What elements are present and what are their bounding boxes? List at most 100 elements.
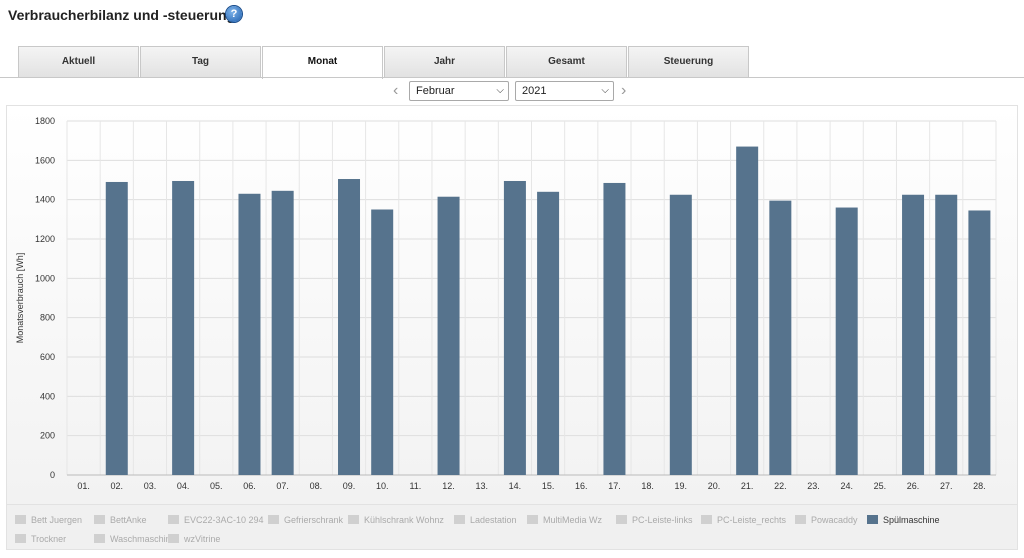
legend-item[interactable]: Gefrierschrank — [268, 514, 343, 526]
next-month-arrow-icon[interactable]: › — [621, 82, 627, 99]
legend-swatch — [15, 534, 26, 543]
chevron-down-icon: ⌵ — [496, 85, 504, 96]
x-tick-label: 28. — [973, 481, 986, 491]
x-tick-label: 06. — [243, 481, 256, 491]
tab-gesamt[interactable]: Gesamt — [506, 46, 627, 77]
legend-item[interactable]: Bett Juergen — [15, 514, 82, 526]
legend-swatch — [795, 515, 806, 524]
legend-swatch — [867, 515, 878, 524]
previous-month-arrow-icon[interactable]: ‹ — [393, 82, 399, 99]
legend-item[interactable]: BettAnke — [94, 514, 147, 526]
x-tick-label: 08. — [310, 481, 323, 491]
y-tick-label: 1400 — [35, 195, 55, 205]
month-select-value: Februar — [416, 85, 455, 97]
x-tick-label: 11. — [409, 481, 421, 491]
x-tick-label: 25. — [874, 481, 887, 491]
legend-item[interactable]: wzVitrine — [168, 533, 220, 545]
monthly-consumption-chart: 0 200 400 600 800 1000 1200 1400 1600 1800 01. 02. 0… — [15, 116, 997, 491]
bar-day-22 — [769, 200, 792, 475]
legend-swatch — [527, 515, 538, 524]
legend-item[interactable]: PC-Leiste_rechts — [701, 514, 786, 526]
legend-swatch — [94, 515, 105, 524]
x-tick-label: 12. — [442, 481, 455, 491]
legend-item[interactable]: Ladestation — [454, 514, 517, 526]
legend-swatch — [701, 515, 712, 524]
x-tick-label: 22. — [774, 481, 787, 491]
bar-day-06 — [238, 193, 261, 475]
chart-legend: Bett Juergen BettAnke EVC22-3AC-10 294 Gefr… — [6, 505, 1018, 550]
help-icon[interactable]: ? — [226, 6, 242, 22]
legend-swatch — [15, 515, 26, 524]
legend-swatch — [348, 515, 359, 524]
legend-item[interactable]: Powacaddy — [795, 514, 858, 526]
x-tick-label: 15. — [542, 481, 555, 491]
tab-steuerung[interactable]: Steuerung — [628, 46, 749, 77]
legend-label: Powacaddy — [811, 515, 858, 525]
x-tick-label: 14. — [509, 481, 522, 491]
bar-day-02 — [105, 181, 128, 475]
tab-jahr[interactable]: Jahr — [384, 46, 505, 77]
legend-label: Trockner — [31, 534, 67, 544]
bar-day-21 — [736, 146, 759, 476]
x-tick-label: 07. — [276, 481, 289, 491]
month-select[interactable]: Februar ⌵ — [409, 81, 509, 101]
legend-label: wzVitrine — [184, 534, 221, 544]
legend-swatch — [616, 515, 627, 524]
bar-day-28 — [968, 210, 991, 475]
legend-label: EVC22-3AC-10 294 — [184, 515, 264, 525]
chevron-down-icon: ⌵ — [601, 85, 609, 96]
legend-label: Kühlschrank Wohnz — [364, 515, 444, 525]
bar-day-12 — [437, 196, 460, 475]
x-tick-label: 04. — [177, 481, 190, 491]
legend-swatch — [454, 515, 465, 524]
y-tick-label: 1800 — [35, 116, 55, 126]
legend-item[interactable]: Waschmaschine — [94, 533, 176, 545]
x-tick-label: 24. — [840, 481, 853, 491]
legend-item[interactable]: Kühlschrank Wohnz — [348, 514, 444, 526]
year-select[interactable]: 2021 ⌵ — [515, 81, 614, 101]
legend-label: PC-Leiste-links — [632, 515, 693, 525]
bar-day-14 — [503, 180, 526, 475]
bar-day-04 — [172, 180, 195, 475]
x-tick-label: 26. — [907, 481, 920, 491]
x-tick-label: 16. — [575, 481, 588, 491]
y-tick-label: 400 — [40, 391, 55, 401]
tab-aktuell[interactable]: Aktuell — [18, 46, 139, 77]
x-tick-label: 13. — [475, 481, 488, 491]
bar-day-09 — [338, 179, 361, 475]
tab-monat[interactable]: Monat — [262, 46, 383, 79]
legend-swatch — [268, 515, 279, 524]
y-tick-label: 1600 — [35, 155, 55, 165]
legend-item[interactable]: PC-Leiste-links — [616, 514, 693, 526]
x-tick-label: 05. — [210, 481, 223, 491]
x-tick-label: 02. — [111, 481, 124, 491]
x-tick-label: 03. — [144, 481, 157, 491]
legend-swatch — [168, 534, 179, 543]
tab-tag[interactable]: Tag — [140, 46, 261, 77]
y-tick-label: 200 — [40, 431, 55, 441]
legend-label: MultiMedia Wz — [543, 515, 603, 525]
legend-label: Gefrierschrank — [284, 515, 344, 525]
legend-swatch — [94, 534, 105, 543]
x-tick-label: 18. — [641, 481, 654, 491]
legend-label: BettAnke — [110, 515, 147, 525]
legend-item[interactable]: EVC22-3AC-10 294 — [168, 514, 264, 526]
year-select-value: 2021 — [522, 85, 547, 97]
x-tick-label: 21. — [741, 481, 754, 491]
bar-day-19 — [669, 194, 692, 475]
legend-swatch — [168, 515, 179, 524]
legend-item[interactable]: MultiMedia Wz — [527, 514, 602, 526]
tab-divider — [0, 77, 1024, 78]
bar-day-15 — [537, 191, 560, 476]
legend-item[interactable]: Spülmaschine — [867, 514, 940, 526]
x-tick-label: 20. — [708, 481, 721, 491]
bar-day-24 — [835, 207, 858, 475]
y-tick-label: 1000 — [35, 273, 55, 283]
legend-label: PC-Leiste_rechts — [717, 515, 787, 525]
y-tick-label: 800 — [40, 313, 55, 323]
bar-day-10 — [371, 209, 394, 475]
x-tick-label: 10. — [376, 481, 389, 491]
chart-frame: 0 200 400 600 800 1000 1200 1400 1600 1800 01. 02. 0… — [6, 105, 1018, 505]
legend-item[interactable]: Trockner — [15, 533, 66, 545]
x-tick-label: 23. — [807, 481, 820, 491]
